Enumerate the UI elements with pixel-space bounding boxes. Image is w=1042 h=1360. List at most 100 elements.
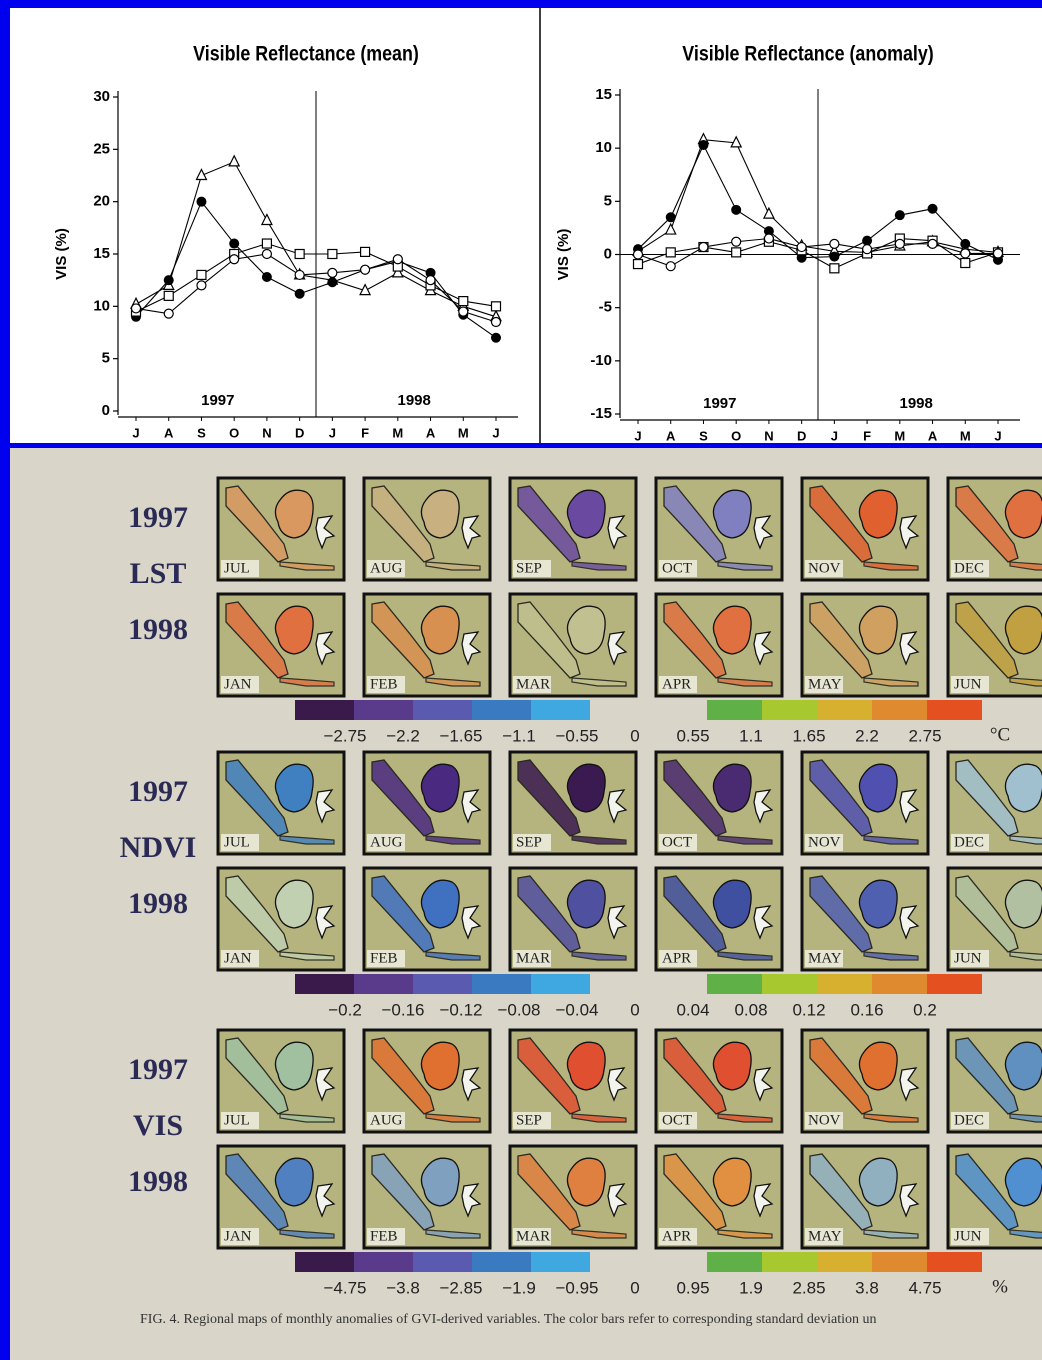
colorbar-label: −0.2 (328, 1000, 362, 1019)
y-tick-label: -10 (590, 352, 612, 369)
colorbar-label: −0.08 (497, 1000, 540, 1019)
x-tick-label: O (229, 425, 239, 440)
colorbar-segment (354, 974, 413, 994)
month-label: FEB (370, 676, 398, 692)
row-label: VIS (133, 1109, 183, 1142)
month-label: DEC (954, 834, 984, 850)
month-label: FEB (370, 1228, 398, 1244)
colorbar-label: −1.65 (439, 726, 482, 745)
colorbar-segment (817, 1252, 872, 1272)
marker (961, 249, 970, 258)
colorbar-segment (872, 974, 927, 994)
colorbar-segment (413, 1252, 472, 1272)
row-label: 1998 (128, 887, 188, 920)
marker (492, 302, 501, 311)
marker (164, 275, 174, 285)
marker (666, 212, 676, 222)
colorbar-label: 0.04 (676, 1000, 709, 1019)
month-label: JUL (224, 560, 250, 576)
y-tick-label: 20 (93, 193, 110, 210)
marker (230, 255, 239, 264)
marker (895, 210, 905, 220)
map: JUL (218, 478, 344, 580)
marker (961, 259, 970, 268)
map: DEC (948, 478, 1042, 580)
colorbar-label: 0.55 (676, 726, 709, 745)
colorbar-label: −0.95 (555, 1278, 598, 1297)
chart-title: Visible Reflectance (anomaly) (682, 42, 933, 66)
map: AUG (364, 1030, 490, 1132)
colorbar-label: −1.1 (502, 726, 536, 745)
colorbar-label: 0.12 (792, 1000, 825, 1019)
colorbar-segment (413, 700, 472, 720)
marker (699, 243, 708, 252)
marker (960, 239, 970, 249)
colorbar-label: −0.12 (439, 1000, 482, 1019)
colorbar-label: 3.8 (855, 1278, 879, 1297)
colorbar-segment (295, 1252, 354, 1272)
map: AUG (364, 478, 490, 580)
map: MAR (510, 1146, 636, 1248)
x-tick-label: M (392, 425, 403, 440)
map: FEB (364, 1146, 490, 1248)
map: JUN (948, 1146, 1042, 1248)
month-label: AUG (370, 834, 403, 850)
row-label: 1997 (128, 1053, 188, 1086)
map: NOV (802, 752, 928, 854)
map: SEP (510, 752, 636, 854)
y-tick-label: 25 (93, 140, 110, 157)
colorbar-label: 4.75 (908, 1278, 941, 1297)
marker (928, 204, 938, 214)
y-tick-label: 10 (93, 297, 110, 314)
marker (197, 281, 206, 290)
marker (698, 140, 708, 150)
month-label: MAY (808, 676, 842, 692)
map: SEP (510, 1030, 636, 1132)
map: APR (656, 594, 782, 696)
month-label: JAN (224, 1228, 252, 1244)
marker (829, 252, 839, 262)
month-label: NOV (808, 834, 841, 850)
x-tick-label: J (831, 428, 838, 443)
x-tick-label: A (164, 425, 174, 440)
colorbar-segment (927, 700, 982, 720)
y-tick-label: 15 (595, 86, 612, 103)
colorbar-segment (762, 1252, 817, 1272)
colorbar-segment (927, 974, 982, 994)
map: JAN (218, 594, 344, 696)
marker (295, 270, 304, 279)
colorbar-segment (472, 1252, 531, 1272)
y-tick-label: 10 (595, 139, 612, 156)
colorbar-label: −2.75 (323, 726, 366, 745)
x-tick-label: M (894, 428, 905, 443)
marker (634, 250, 643, 259)
map: JUN (948, 594, 1042, 696)
month-label: DEC (954, 560, 984, 576)
colorbar-unit: °C (990, 724, 1010, 745)
month-label: OCT (662, 834, 692, 850)
map: APR (656, 1146, 782, 1248)
marker (797, 243, 806, 252)
month-label: SEP (516, 834, 542, 850)
y-tick-label: 5 (102, 350, 110, 367)
marker (491, 333, 501, 343)
month-label: SEP (516, 560, 542, 576)
map: MAY (802, 1146, 928, 1248)
y-axis-label: VIS (%) (555, 229, 572, 281)
month-label: MAY (808, 950, 842, 966)
x-tick-label: S (699, 428, 708, 443)
marker (197, 270, 206, 279)
y-tick-label: 5 (604, 192, 612, 209)
colorbar-label: 2.85 (792, 1278, 825, 1297)
marker (459, 297, 468, 306)
colorbar-segment (707, 700, 762, 720)
x-tick-label: A (426, 425, 436, 440)
marker (196, 197, 206, 207)
month-label: MAY (808, 1228, 842, 1244)
x-tick-label: D (797, 428, 806, 443)
x-tick-label: F (863, 428, 871, 443)
colorbar-label: −0.55 (555, 726, 598, 745)
colorbar-segment (354, 700, 413, 720)
x-tick-label: S (197, 425, 206, 440)
colorbar-label: 1.65 (792, 726, 825, 745)
